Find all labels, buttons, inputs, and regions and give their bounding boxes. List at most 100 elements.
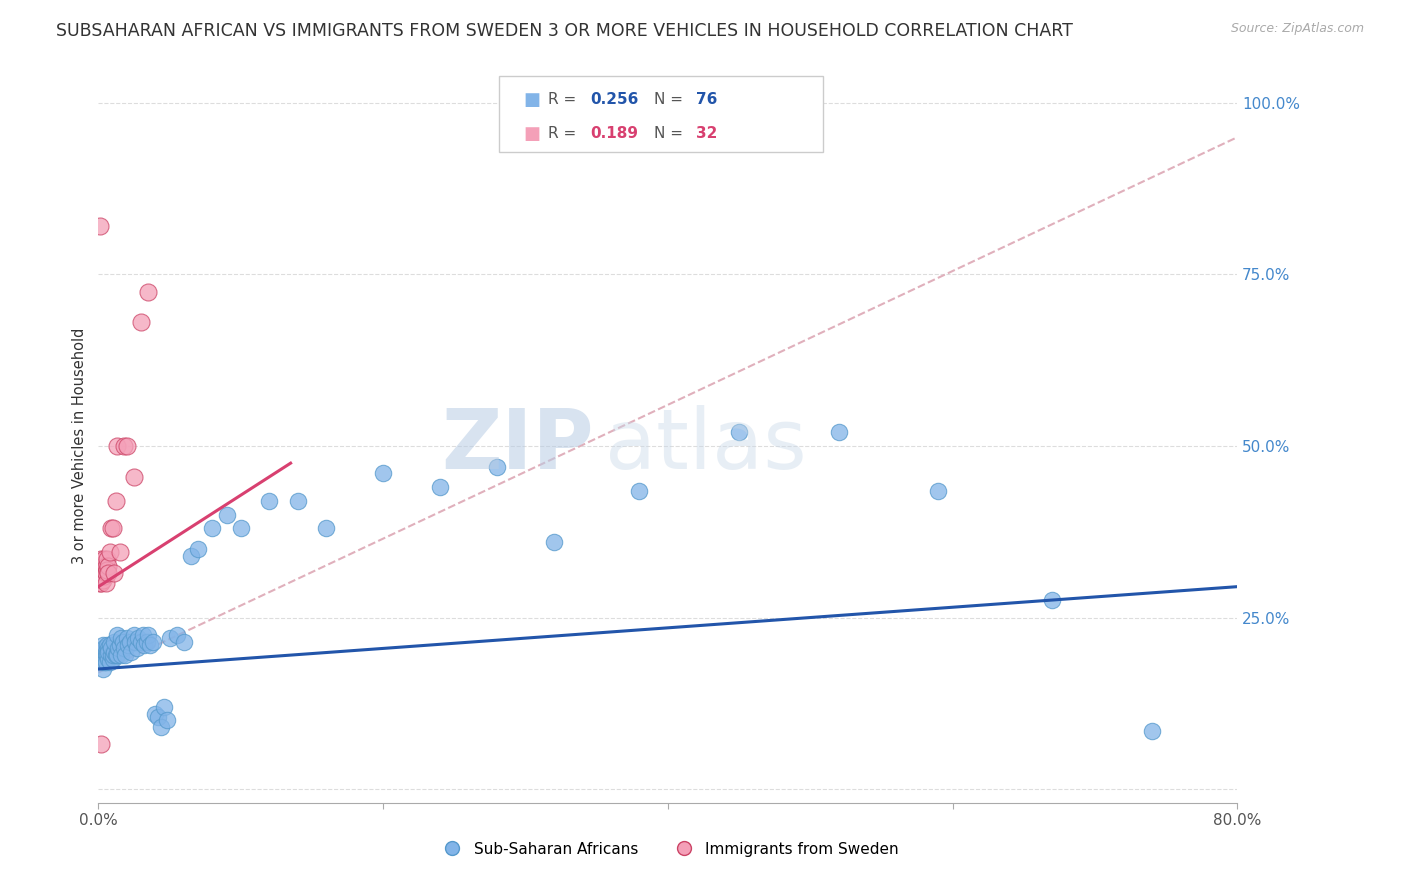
Point bbox=[429, 480, 451, 494]
Text: atlas: atlas bbox=[605, 406, 807, 486]
Point bbox=[100, 648, 122, 663]
Point bbox=[104, 648, 127, 663]
Point bbox=[145, 706, 167, 721]
Point bbox=[114, 648, 136, 663]
Point bbox=[98, 655, 121, 669]
Point bbox=[927, 483, 949, 498]
Point bbox=[93, 641, 115, 656]
Point bbox=[122, 470, 145, 484]
Point bbox=[97, 645, 120, 659]
Point bbox=[141, 634, 163, 648]
Point bbox=[94, 559, 117, 574]
Text: 0.189: 0.189 bbox=[591, 127, 638, 141]
Point bbox=[115, 631, 138, 645]
Point bbox=[91, 562, 114, 576]
Point bbox=[156, 714, 179, 728]
Point bbox=[91, 651, 114, 665]
Point bbox=[94, 566, 117, 580]
Point bbox=[96, 638, 118, 652]
Point bbox=[100, 641, 122, 656]
Point bbox=[101, 651, 124, 665]
Point bbox=[132, 638, 155, 652]
Point bbox=[103, 645, 125, 659]
Point bbox=[98, 545, 121, 559]
Text: 32: 32 bbox=[696, 127, 717, 141]
Point bbox=[90, 655, 112, 669]
Point bbox=[91, 573, 114, 587]
Point bbox=[229, 521, 252, 535]
Point bbox=[97, 641, 120, 656]
Text: 76: 76 bbox=[696, 93, 717, 107]
Point bbox=[259, 494, 281, 508]
Point bbox=[108, 638, 131, 652]
Point bbox=[1040, 593, 1063, 607]
Point bbox=[103, 566, 125, 580]
Point bbox=[112, 641, 135, 656]
Point bbox=[93, 552, 115, 566]
Point bbox=[105, 439, 128, 453]
Point bbox=[90, 645, 112, 659]
Point bbox=[90, 738, 112, 752]
Point bbox=[110, 648, 132, 663]
Point bbox=[180, 549, 202, 563]
Point bbox=[315, 521, 337, 535]
Point bbox=[110, 631, 132, 645]
Point bbox=[628, 483, 651, 498]
Point bbox=[89, 559, 111, 574]
Text: ■: ■ bbox=[523, 91, 540, 109]
Point bbox=[129, 316, 152, 330]
Point bbox=[124, 634, 146, 648]
Point bbox=[101, 648, 124, 663]
Point bbox=[90, 576, 112, 591]
Point bbox=[120, 645, 142, 659]
Point bbox=[97, 566, 120, 580]
Point bbox=[90, 552, 112, 566]
Point bbox=[122, 628, 145, 642]
Y-axis label: 3 or more Vehicles in Household: 3 or more Vehicles in Household bbox=[72, 328, 87, 564]
Text: ■: ■ bbox=[523, 125, 540, 143]
Point bbox=[100, 521, 122, 535]
Text: N =: N = bbox=[654, 127, 688, 141]
Point bbox=[96, 562, 118, 576]
Point bbox=[828, 425, 851, 440]
Point bbox=[115, 439, 138, 453]
Legend: Sub-Saharan Africans, Immigrants from Sweden: Sub-Saharan Africans, Immigrants from Sw… bbox=[430, 836, 905, 863]
Point bbox=[166, 628, 188, 642]
Point bbox=[136, 628, 159, 642]
Point bbox=[93, 648, 115, 663]
Text: SUBSAHARAN AFRICAN VS IMMIGRANTS FROM SWEDEN 3 OR MORE VEHICLES IN HOUSEHOLD COR: SUBSAHARAN AFRICAN VS IMMIGRANTS FROM SW… bbox=[56, 22, 1073, 40]
Point bbox=[96, 648, 118, 663]
Point bbox=[108, 545, 131, 559]
Point bbox=[90, 566, 112, 580]
Point bbox=[486, 459, 509, 474]
Point bbox=[97, 651, 120, 665]
Point bbox=[127, 631, 149, 645]
Point bbox=[103, 634, 125, 648]
Point bbox=[373, 467, 395, 481]
Point bbox=[89, 219, 111, 234]
Point bbox=[101, 521, 124, 535]
Point bbox=[93, 655, 115, 669]
Point bbox=[91, 638, 114, 652]
Point bbox=[150, 720, 173, 734]
Point bbox=[136, 285, 159, 299]
Point bbox=[173, 634, 195, 648]
Point bbox=[91, 559, 114, 574]
Point bbox=[728, 425, 751, 440]
Point bbox=[112, 439, 135, 453]
Point bbox=[94, 576, 117, 591]
Text: R =: R = bbox=[548, 127, 582, 141]
Point bbox=[96, 552, 118, 566]
Point bbox=[131, 628, 153, 642]
Point bbox=[94, 655, 117, 669]
Point bbox=[111, 634, 134, 648]
Point bbox=[97, 559, 120, 574]
Text: N =: N = bbox=[654, 93, 688, 107]
Point bbox=[91, 662, 114, 676]
Point bbox=[129, 634, 152, 648]
Point bbox=[117, 638, 139, 652]
Point bbox=[1140, 723, 1163, 738]
Point bbox=[135, 634, 157, 648]
Point bbox=[215, 508, 238, 522]
Point bbox=[153, 699, 176, 714]
